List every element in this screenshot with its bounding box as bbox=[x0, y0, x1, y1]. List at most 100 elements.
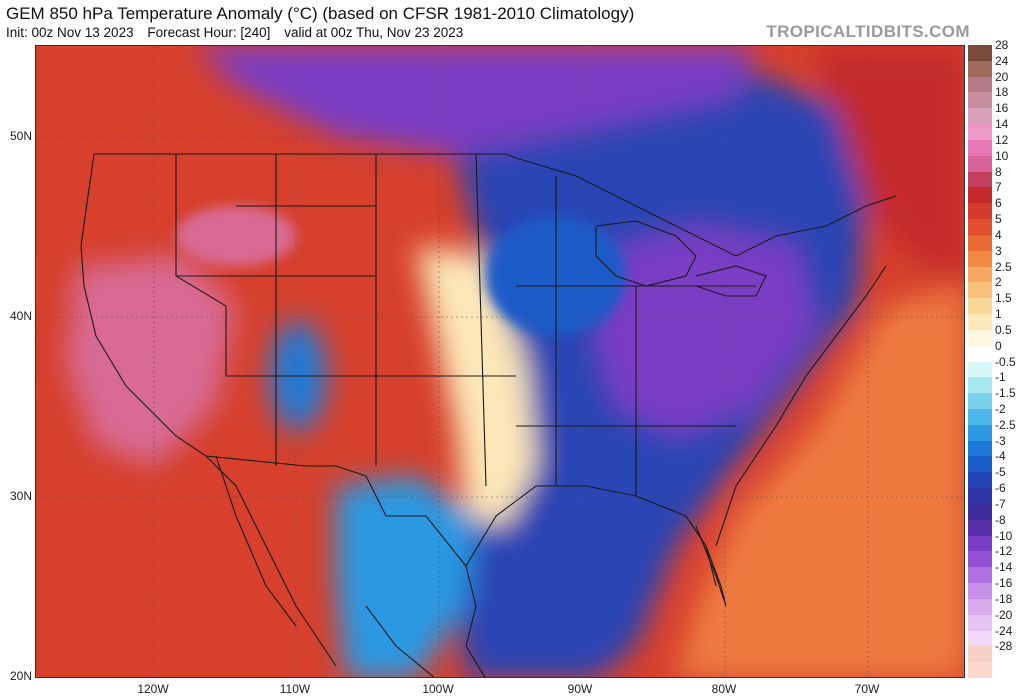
legend-label: 5 bbox=[995, 212, 1002, 227]
legend-swatch bbox=[968, 155, 992, 172]
coastlines bbox=[80, 153, 897, 677]
legend-label: -4 bbox=[995, 449, 1006, 464]
legend-entry: 18 bbox=[968, 85, 1024, 109]
legend-entry: 24 bbox=[968, 54, 1024, 77]
color-legend: 28 24 20 18 16 14 12 10 8 7 6 5 4 3 2.5 2 1.5 1 0.5 0 -0.5 -1… bbox=[968, 38, 1024, 678]
site-watermark: TROPICALTIDBITS.COM bbox=[766, 22, 970, 41]
legend-entry: -16 bbox=[968, 576, 1024, 599]
legend-label: 1 bbox=[995, 307, 1002, 322]
legend-swatch bbox=[968, 76, 992, 93]
legend-swatch bbox=[968, 488, 992, 504]
legend-swatch bbox=[968, 171, 992, 188]
legend-swatch bbox=[968, 377, 992, 394]
legend-label: 7 bbox=[995, 180, 1002, 195]
legend-label: -2 bbox=[995, 401, 1006, 416]
legend-swatch bbox=[968, 662, 992, 678]
lat-label-50n: 50N bbox=[9, 129, 32, 143]
legend-label: 18 bbox=[995, 85, 1009, 100]
legend-label: 0.5 bbox=[995, 322, 1012, 337]
legend-entry: 3 bbox=[968, 244, 1024, 267]
lon-label-110w: 110W bbox=[279, 682, 311, 696]
legend-entry: 1.5 bbox=[968, 291, 1024, 314]
legend-entry: 6 bbox=[968, 196, 1024, 220]
legend-entry: -4 bbox=[968, 449, 1024, 473]
legend-swatch bbox=[968, 45, 992, 61]
legend-label: 2.5 bbox=[995, 259, 1012, 274]
legend-entry: -10 bbox=[968, 529, 1024, 552]
legend-label: 6 bbox=[995, 196, 1002, 211]
legend-swatch bbox=[968, 583, 992, 599]
legend-label: 3 bbox=[995, 243, 1002, 258]
legend-swatch bbox=[968, 503, 992, 520]
legend-swatch bbox=[968, 124, 992, 140]
legend-swatch bbox=[968, 345, 992, 362]
lon-label-80w: 80W bbox=[711, 682, 737, 696]
legend-swatch bbox=[968, 519, 992, 536]
legend-swatch bbox=[968, 234, 992, 251]
legend-label: -10 bbox=[995, 528, 1013, 543]
map-title: GEM 850 hPa Temperature Anomaly (°C) (ba… bbox=[6, 4, 635, 23]
legend-entry: -12 bbox=[968, 544, 1024, 568]
legend-label: 2 bbox=[995, 275, 1002, 290]
legend-label: -1 bbox=[995, 370, 1006, 385]
legend-entry: 2.5 bbox=[968, 260, 1024, 283]
legend-label: -7 bbox=[995, 496, 1006, 511]
legend-label: -28 bbox=[995, 639, 1013, 654]
forecast-info: Init: 00z Nov 13 2023 Forecast Hour: [24… bbox=[6, 25, 473, 40]
lat-lon-grid bbox=[36, 46, 964, 677]
legend-label: -16 bbox=[995, 576, 1013, 591]
legend-entry: 1 bbox=[968, 307, 1024, 330]
legend-swatch bbox=[968, 472, 992, 489]
legend-label: 12 bbox=[995, 132, 1009, 147]
legend-swatch bbox=[968, 361, 992, 378]
legend-swatch bbox=[968, 598, 992, 615]
legend-swatch bbox=[968, 266, 992, 283]
legend-entry: 10 bbox=[968, 149, 1024, 172]
legend-entry: 12 bbox=[968, 133, 1024, 156]
legend-label: -8 bbox=[995, 512, 1006, 527]
legend-label: 0 bbox=[995, 338, 1002, 353]
lat-label-20n: 20N bbox=[9, 669, 32, 683]
legend-entry: 14 bbox=[968, 117, 1024, 140]
legend-swatch bbox=[968, 298, 992, 314]
forecast-hour: Forecast Hour: [240] bbox=[147, 25, 271, 40]
legend-entry: -0.5 bbox=[968, 355, 1024, 378]
legend-swatch bbox=[968, 203, 992, 220]
legend-label: -5 bbox=[995, 465, 1006, 480]
valid-time: valid at 00z Thu, Nov 23 2023 bbox=[284, 25, 464, 40]
lat-label-30n: 30N bbox=[9, 489, 32, 503]
legend-label: -14 bbox=[995, 560, 1013, 575]
legend-swatch bbox=[968, 456, 992, 473]
legend-entry: -18 bbox=[968, 592, 1024, 615]
lon-label-100w: 100W bbox=[422, 682, 454, 696]
legend-swatch bbox=[968, 408, 992, 425]
legend-swatch bbox=[968, 282, 992, 299]
legend-swatch bbox=[968, 440, 992, 457]
legend-entry: -6 bbox=[968, 481, 1024, 504]
legend-label: -24 bbox=[995, 623, 1013, 638]
legend-entry: 4 bbox=[968, 228, 1024, 251]
legend-entry: 0.5 bbox=[968, 323, 1024, 346]
legend-entry: -8 bbox=[968, 513, 1024, 536]
legend-entry: 20 bbox=[968, 70, 1024, 93]
legend-entry: -5 bbox=[968, 465, 1024, 489]
legend-entry: 16 bbox=[968, 101, 1024, 125]
legend-entry: -1 bbox=[968, 370, 1024, 394]
legend-entry: -1.5 bbox=[968, 386, 1024, 409]
legend-label: -6 bbox=[995, 481, 1006, 496]
legend-swatch bbox=[968, 92, 992, 109]
legend-label: 28 bbox=[995, 38, 1009, 52]
legend-label: 1.5 bbox=[995, 291, 1012, 306]
legend-swatch bbox=[968, 250, 992, 267]
legend-entry: -2.5 bbox=[968, 418, 1024, 441]
legend-swatch bbox=[968, 187, 992, 204]
legend-entry: -14 bbox=[968, 560, 1024, 584]
lat-label-40n: 40N bbox=[9, 309, 32, 323]
legend-entry: 8 bbox=[968, 165, 1024, 188]
legend-entry: -28 bbox=[968, 639, 1024, 663]
legend-label: -2.5 bbox=[995, 417, 1016, 432]
legend-swatch bbox=[968, 646, 992, 663]
legend-entry: -2 bbox=[968, 402, 1024, 425]
anomaly-map-graphic bbox=[36, 46, 964, 677]
legend-swatch bbox=[968, 551, 992, 568]
